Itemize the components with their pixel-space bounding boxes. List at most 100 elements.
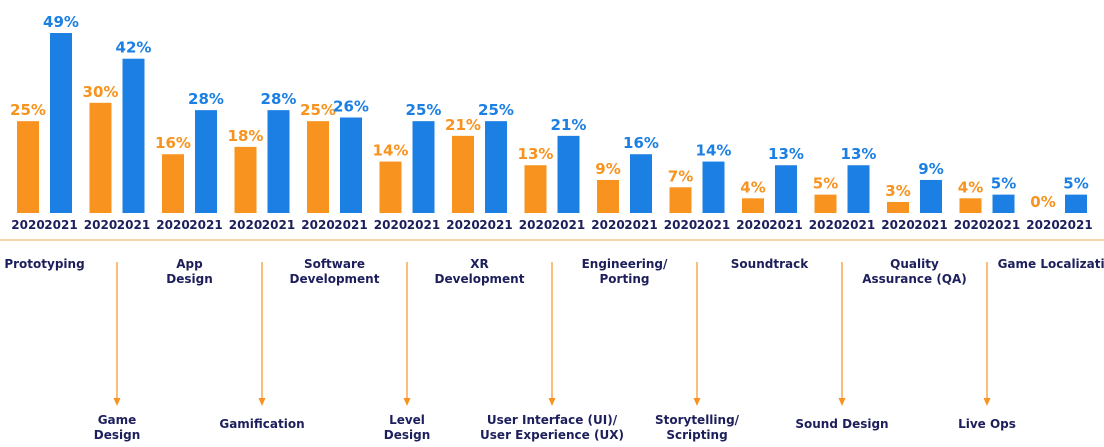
series-label: 2021	[334, 218, 367, 232]
value-label: 16%	[155, 134, 191, 152]
value-label: 21%	[551, 116, 587, 134]
bar	[920, 179, 942, 213]
value-label: 18%	[228, 127, 264, 145]
value-label: 5%	[813, 175, 838, 193]
category-label: Live Ops	[958, 417, 1016, 431]
value-label: 5%	[1063, 175, 1088, 193]
category-label: Gamification	[219, 417, 304, 431]
series-label: 2021	[624, 218, 657, 232]
category-label: Soundtrack	[731, 257, 809, 271]
category-label: Development	[290, 272, 380, 286]
value-label: 49%	[43, 13, 79, 31]
series-label: 2020	[374, 218, 407, 232]
bar	[847, 165, 870, 213]
series-label: 2020	[301, 218, 334, 232]
series-label: 2021	[769, 218, 802, 232]
series-label: 2020	[11, 218, 44, 232]
value-label: 13%	[768, 145, 804, 163]
category-label: Prototyping	[4, 257, 84, 271]
value-label: 28%	[188, 90, 224, 108]
value-label: 5%	[991, 175, 1016, 193]
bar	[702, 161, 725, 213]
category-label: Game	[98, 413, 137, 427]
bar	[775, 165, 797, 213]
category-label: Porting	[600, 272, 650, 286]
category-label: Design	[384, 428, 431, 442]
series-label: 2020	[954, 218, 987, 232]
value-label: 26%	[333, 97, 369, 115]
arrow-head	[548, 398, 556, 406]
arrow-head	[113, 398, 121, 406]
bar	[452, 135, 474, 213]
series-label: 2021	[189, 218, 222, 232]
series-label: 2020	[1026, 218, 1059, 232]
arrow-head	[258, 398, 266, 406]
value-label: 13%	[841, 145, 877, 163]
bar	[992, 194, 1015, 213]
arrow-head	[693, 398, 701, 406]
value-label: 14%	[696, 142, 732, 160]
series-label: 2021	[117, 218, 150, 232]
value-label: 9%	[918, 160, 943, 178]
category-label: Storytelling/	[655, 413, 740, 427]
bar	[485, 121, 507, 213]
category-label: Game Localization	[998, 257, 1104, 271]
bar	[742, 198, 764, 213]
series-label: 2020	[519, 218, 552, 232]
category-label: Engineering/	[582, 257, 668, 271]
bar	[162, 154, 184, 213]
series-label: 2021	[697, 218, 730, 232]
bar	[814, 194, 837, 213]
arrow-head	[403, 398, 411, 406]
arrow-head	[983, 398, 991, 406]
bar	[89, 102, 112, 213]
category-label: App	[176, 257, 203, 271]
value-label: 25%	[478, 101, 514, 119]
category-label: User Interface (UI)/	[487, 413, 618, 427]
bar	[122, 58, 145, 213]
value-label: 7%	[668, 167, 693, 185]
category-label: Assurance (QA)	[862, 272, 967, 286]
series-label: 2021	[44, 218, 77, 232]
value-label: 4%	[740, 178, 765, 196]
value-label: 3%	[885, 182, 910, 200]
category-label: Software	[304, 257, 365, 271]
bar	[340, 117, 362, 213]
bar	[379, 161, 402, 213]
series-label: 2021	[987, 218, 1020, 232]
value-label: 28%	[261, 90, 297, 108]
value-label: 9%	[595, 160, 620, 178]
bar	[887, 201, 909, 213]
value-label: 25%	[10, 101, 46, 119]
series-label: 2021	[552, 218, 585, 232]
bar	[17, 121, 39, 213]
series-label: 2021	[914, 218, 947, 232]
category-label: Design	[166, 272, 213, 286]
category-label: Quality	[890, 257, 939, 271]
series-label: 2020	[591, 218, 624, 232]
bar	[959, 198, 982, 213]
value-label: 21%	[445, 116, 481, 134]
bar	[524, 165, 547, 213]
category-label: User Experience (UX)	[480, 428, 624, 442]
bar	[669, 187, 692, 213]
series-label: 2021	[407, 218, 440, 232]
series-label: 2020	[156, 218, 189, 232]
value-label: 14%	[373, 142, 409, 160]
series-label: 2021	[479, 218, 512, 232]
bar	[597, 179, 619, 213]
series-label: 2021	[1059, 218, 1092, 232]
category-label: Design	[94, 428, 141, 442]
bar	[50, 33, 72, 213]
category-label: Level	[389, 413, 425, 427]
series-label: 2020	[84, 218, 117, 232]
value-label: 25%	[300, 101, 336, 119]
category-label: XR	[470, 257, 489, 271]
category-label: Scripting	[666, 428, 727, 442]
series-label: 2021	[262, 218, 295, 232]
bar	[412, 121, 435, 213]
series-label: 2020	[881, 218, 914, 232]
bar	[267, 110, 290, 213]
bar	[307, 121, 329, 213]
bar	[1065, 194, 1087, 213]
